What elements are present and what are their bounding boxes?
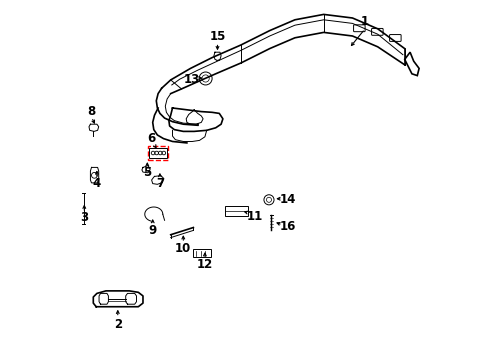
Text: 10: 10 — [175, 242, 191, 255]
Text: 11: 11 — [246, 210, 263, 222]
Bar — [148, 146, 168, 160]
Text: 15: 15 — [209, 30, 225, 42]
Text: 14: 14 — [279, 193, 295, 206]
Text: 5: 5 — [143, 166, 151, 179]
Text: 12: 12 — [196, 258, 213, 271]
Text: 9: 9 — [148, 224, 157, 237]
Bar — [224, 206, 247, 216]
Text: 16: 16 — [279, 220, 295, 233]
Text: 4: 4 — [93, 177, 101, 190]
Text: 7: 7 — [156, 177, 163, 190]
Bar — [193, 249, 211, 257]
Text: 8: 8 — [87, 105, 96, 118]
Text: 3: 3 — [80, 211, 88, 224]
Text: 2: 2 — [114, 318, 122, 330]
Text: 1: 1 — [360, 15, 368, 28]
Bar — [149, 148, 167, 158]
Text: 13: 13 — [184, 73, 200, 86]
Text: 6: 6 — [146, 132, 155, 145]
